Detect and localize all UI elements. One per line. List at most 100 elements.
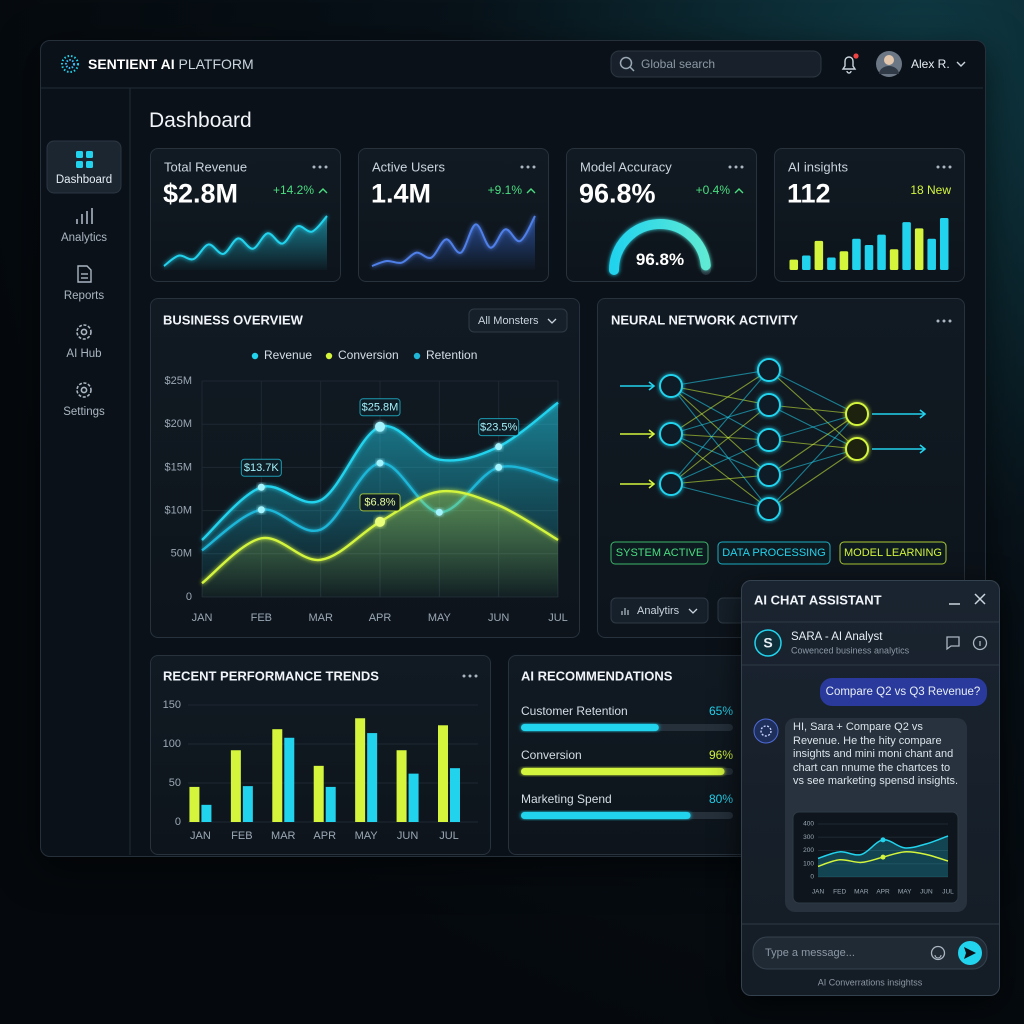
x-tick-label: FEB — [251, 612, 272, 624]
chat-footer: AI Converrations insightss — [818, 977, 923, 987]
progress-bar — [521, 724, 659, 731]
kpi-change: +9.1% — [487, 183, 522, 197]
close-button[interactable] — [974, 593, 986, 605]
network-diagram — [620, 358, 927, 521]
bar — [284, 737, 295, 822]
section-title: RECENT PERFORMANCE TRENDS — [163, 668, 379, 684]
dropdown-chevron — [688, 608, 698, 614]
x-tick-label: MAY — [355, 830, 379, 842]
menu-dot[interactable] — [740, 165, 744, 169]
x-tick-label: JUN — [397, 830, 418, 842]
connection — [670, 483, 770, 510]
annotation-box — [359, 493, 401, 512]
bar — [438, 725, 448, 822]
nav-label: AI Hub — [66, 348, 102, 360]
insight-bar — [902, 222, 911, 270]
analytics-button[interactable] — [610, 597, 709, 624]
x-tick-label: FEB — [231, 830, 252, 842]
user-menu-chevron[interactable] — [956, 61, 966, 67]
y-tick-label: 0 — [186, 591, 192, 603]
nav-label: Analytics — [60, 232, 108, 244]
agent-subtitle: Cowenced business analytics — [791, 645, 910, 655]
emoji-button[interactable] — [930, 945, 946, 961]
x-tick-label: JAN — [812, 889, 825, 896]
y-tick-label: 150 — [163, 699, 181, 711]
menu-dot[interactable] — [474, 674, 478, 678]
progress-bar — [521, 812, 691, 819]
rec-value: 65% — [708, 704, 733, 718]
insight-bar — [939, 218, 949, 270]
search-box[interactable] — [610, 50, 822, 78]
x-tick-label: JUL — [942, 889, 954, 896]
message-input[interactable] — [752, 936, 988, 970]
user-bubble — [820, 678, 987, 706]
neuron — [757, 497, 781, 521]
menu-dot[interactable] — [948, 319, 952, 323]
neuron — [845, 402, 869, 426]
kpi-title: Active Users — [372, 159, 445, 175]
legend-label: Conversion — [338, 348, 399, 362]
series-area — [202, 491, 558, 597]
y-tick-label: 400 — [803, 821, 814, 828]
connection — [768, 413, 858, 441]
menu-dot[interactable] — [468, 674, 472, 678]
nav-label: Dashboard — [55, 174, 113, 186]
insight-bar — [827, 257, 836, 270]
x-tick-label: JUN — [920, 889, 933, 896]
menu-dot[interactable] — [942, 165, 946, 169]
connection — [670, 385, 770, 441]
chat-graphics: AI CHAT ASSISTANT S SARA - AI Analyst Cowen… — [742, 592, 999, 987]
menu-dot[interactable] — [462, 674, 466, 678]
neuron — [659, 374, 683, 398]
connection — [670, 433, 770, 441]
connection — [768, 413, 858, 476]
point — [880, 837, 886, 843]
menu-dot[interactable] — [324, 165, 328, 169]
rec-label: Marketing Spend — [521, 792, 612, 806]
y-tick-label: $20M — [164, 418, 192, 430]
annotation: $6.8% — [364, 497, 395, 509]
point — [375, 421, 385, 432]
kpi-value: $2.8M — [163, 178, 239, 209]
kpi-title: AI insights — [788, 159, 848, 175]
menu-dot[interactable] — [948, 165, 952, 169]
chat-icon[interactable] — [946, 636, 960, 651]
menu-dot[interactable] — [520, 165, 524, 169]
section-title: BUSINESS OVERVIEW — [163, 312, 303, 328]
menu-dot[interactable] — [728, 165, 732, 169]
y-tick-label: 50M — [171, 548, 192, 560]
menu-dot[interactable] — [312, 165, 316, 169]
menu-dot[interactable] — [936, 165, 940, 169]
connection — [670, 369, 770, 387]
x-tick-label: APR — [313, 830, 336, 842]
status-badge — [717, 541, 831, 565]
connection — [670, 369, 770, 485]
info-icon[interactable] — [972, 635, 988, 651]
legend-label: Revenue — [264, 348, 312, 362]
bar — [367, 733, 378, 822]
annotation-box — [359, 398, 401, 417]
page-title: Dashboard — [149, 109, 252, 132]
filter-dropdown[interactable] — [468, 308, 568, 333]
avatar-letter: S — [763, 635, 772, 651]
menu-dot[interactable] — [734, 165, 738, 169]
menu-dot[interactable] — [936, 319, 940, 323]
nav-active-bg[interactable] — [46, 140, 122, 194]
menu-dot[interactable] — [526, 165, 530, 169]
bar — [355, 718, 366, 822]
user-avatar[interactable] — [876, 51, 902, 77]
nav-label: Reports — [63, 290, 105, 302]
menu-dot[interactable] — [942, 319, 946, 323]
neuron — [757, 428, 781, 452]
connection — [670, 404, 770, 435]
y-tick-label: 0 — [810, 874, 814, 881]
menu-dot[interactable] — [318, 165, 322, 169]
button-label: Analytirs — [637, 605, 680, 617]
y-tick-label: 100 — [803, 860, 814, 867]
neuron — [757, 358, 781, 382]
notification-bell[interactable] — [841, 53, 859, 74]
legend-label: Retention — [426, 348, 477, 362]
menu-dot[interactable] — [532, 165, 536, 169]
